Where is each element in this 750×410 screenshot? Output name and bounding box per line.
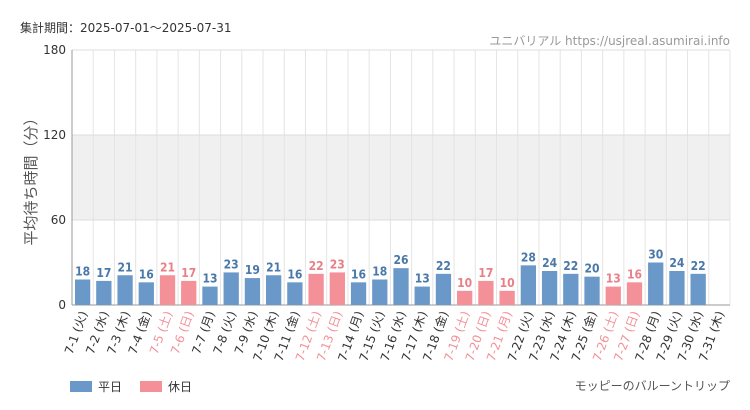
bar	[584, 276, 600, 305]
data-label: 17	[181, 266, 196, 280]
data-label: 17	[96, 266, 111, 280]
y-axis-label: 平均待ち時間（分）	[22, 110, 40, 245]
bar	[563, 273, 579, 305]
period-label: 集計期間：2025-07-01〜2025-07-31	[20, 21, 232, 35]
bar	[181, 280, 197, 305]
data-label: 13	[606, 272, 621, 286]
data-label: 24	[669, 256, 685, 270]
bar	[244, 278, 261, 305]
shaded-band	[72, 135, 730, 220]
bar	[435, 273, 452, 305]
data-label: 23	[224, 257, 239, 271]
bar	[690, 273, 706, 305]
bar	[541, 271, 558, 305]
data-label: 28	[521, 250, 536, 264]
data-label: 17	[478, 266, 493, 280]
bar	[520, 265, 536, 305]
bar	[478, 280, 494, 305]
bar	[605, 286, 621, 305]
data-label: 18	[372, 265, 387, 279]
data-label: 24	[542, 256, 558, 270]
bar	[287, 282, 303, 305]
legend-label-holiday: 休日	[168, 380, 193, 394]
data-label: 13	[415, 272, 430, 286]
bar	[457, 290, 473, 305]
data-label: 16	[139, 267, 154, 281]
grid-layer	[71, 49, 731, 306]
data-label: 16	[351, 267, 366, 281]
bar	[74, 279, 91, 305]
legend-item-holiday: 休日	[140, 378, 192, 395]
attraction-name: モッピーのバルーントリップ	[574, 379, 730, 393]
bar	[117, 275, 133, 305]
data-label: 10	[500, 276, 515, 290]
y-tick-label: 120	[43, 128, 66, 142]
bar	[266, 275, 282, 305]
data-label: 10	[457, 276, 472, 290]
data-label: 18	[75, 265, 90, 279]
data-label: 22	[436, 259, 451, 273]
x-tick-layer: 7-1 (火)7-2 (水)7-3 (木)7-4 (金)7-5 (土)7-6 (…	[62, 309, 727, 363]
data-label: 21	[160, 260, 175, 274]
data-label: 22	[309, 259, 324, 273]
shaded-band-layer	[72, 135, 730, 220]
bar	[414, 286, 430, 305]
bar	[372, 279, 388, 305]
legend-swatch-weekday	[70, 381, 92, 392]
y-tick-layer: 0 60 120 180	[43, 43, 66, 312]
bar	[350, 282, 367, 305]
bar	[626, 282, 643, 305]
bar	[669, 271, 685, 305]
data-label: 13	[202, 272, 217, 286]
brand-link[interactable]: ユニバリアル https://usjreal.asumirai.info	[489, 34, 730, 48]
value-label-layer: 18 17 21 16 21 17 13 23 19 21 16 22 23 16 18 26 13 22 10 17…	[75, 248, 706, 290]
data-label: 30	[648, 248, 663, 262]
data-label: 16	[627, 267, 642, 281]
bar	[393, 268, 409, 305]
bar	[159, 275, 176, 305]
data-label: 23	[330, 257, 345, 271]
legend-label-weekday: 平日	[98, 380, 123, 394]
bar	[308, 273, 324, 305]
bar	[202, 286, 218, 305]
data-label: 22	[563, 259, 578, 273]
data-label: 21	[118, 260, 133, 274]
data-label: 26	[393, 253, 408, 267]
bar	[223, 272, 239, 305]
bar	[138, 282, 154, 305]
data-label: 16	[287, 267, 302, 281]
data-label: 21	[266, 260, 281, 274]
bar-layer	[74, 262, 706, 305]
data-label: 20	[585, 262, 600, 276]
legend-item-weekday: 平日	[70, 378, 122, 395]
y-tick-label: 60	[51, 213, 66, 227]
bar	[96, 280, 112, 305]
legend-swatch-holiday	[140, 381, 163, 392]
bar	[329, 272, 345, 305]
bar	[499, 290, 515, 305]
bar	[648, 262, 664, 305]
data-label: 19	[245, 263, 260, 277]
data-label: 22	[691, 259, 706, 273]
y-tick-label: 0	[58, 298, 66, 312]
legend: 平日 休日	[70, 378, 192, 395]
y-tick-label: 180	[43, 43, 66, 57]
